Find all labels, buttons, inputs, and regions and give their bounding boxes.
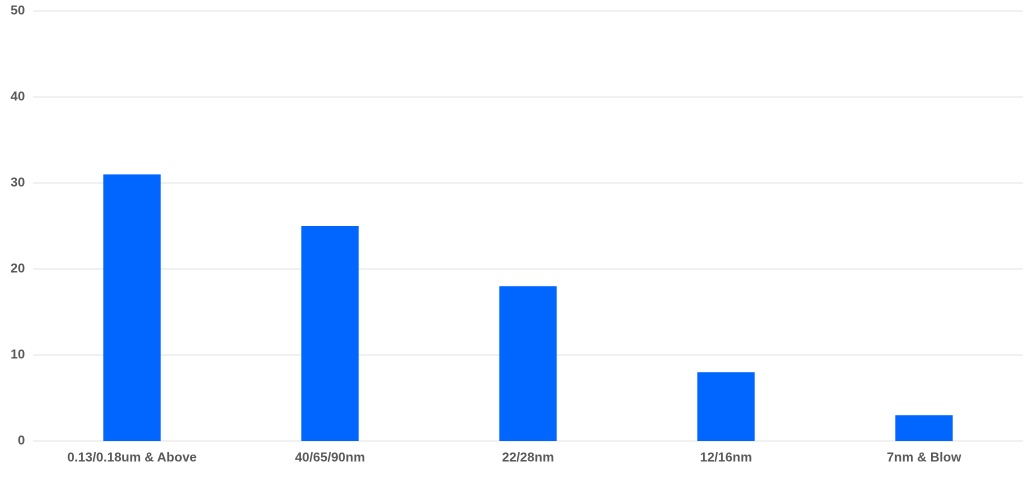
bar xyxy=(499,286,557,441)
bar xyxy=(895,415,953,441)
x-tick-label: 22/28nm xyxy=(502,449,554,464)
y-tick-label: 10 xyxy=(11,346,25,361)
bar xyxy=(697,372,755,441)
y-tick-label: 30 xyxy=(11,174,25,189)
y-tick-label: 50 xyxy=(11,2,25,17)
x-tick-label: 0.13/0.18um & Above xyxy=(67,449,197,464)
y-tick-label: 20 xyxy=(11,260,25,275)
x-tick-label: 40/65/90nm xyxy=(295,449,365,464)
y-tick-label: 40 xyxy=(11,88,25,103)
bar xyxy=(301,226,359,441)
x-tick-label: 12/16nm xyxy=(700,449,752,464)
bar xyxy=(103,174,161,441)
y-tick-label: 0 xyxy=(18,432,25,447)
x-tick-label: 7nm & Blow xyxy=(887,449,962,464)
